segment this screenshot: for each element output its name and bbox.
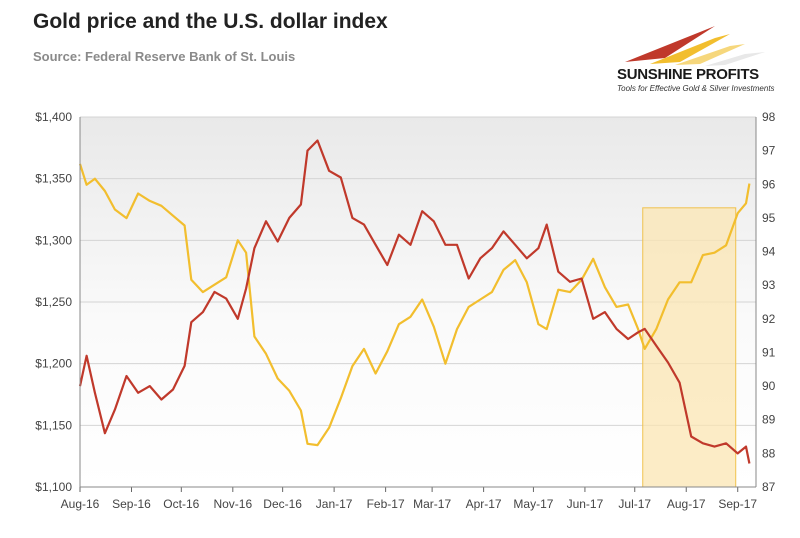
x-tick-label: Sep-16	[112, 497, 151, 511]
logo-brand: SUNSHINE PROFITS	[617, 66, 759, 83]
y-left-tick-label: $1,100	[35, 480, 72, 494]
x-tick-label: Jul-17	[618, 497, 651, 511]
dollar-index-line	[78, 139, 751, 464]
y-right-tick-label: 93	[762, 278, 776, 292]
chart-title: Gold price and the U.S. dollar index	[33, 10, 388, 33]
y-right-tick-label: 92	[762, 312, 776, 326]
x-tick-label: Nov-16	[213, 497, 252, 511]
x-tick-label: Sep-17	[718, 497, 757, 511]
axes-group: $1,400 $1,350 $1,300 $1,250 $1,200 $1,150 $1,1…	[35, 110, 775, 511]
y-left-tick-label: $1,250	[35, 295, 72, 309]
y-left-tick-label: $1,300	[35, 233, 72, 247]
x-tick-label: Oct-16	[163, 497, 199, 511]
y-right-tick-label: 96	[762, 177, 776, 191]
y-right-tick-label: 88	[762, 446, 776, 460]
x-tick-label: Mar-17	[413, 497, 451, 511]
y-right-tick-label: 91	[762, 345, 776, 359]
y-right-tick-label: 97	[762, 144, 776, 158]
y-right-tick-label: 89	[762, 413, 776, 427]
series-group	[78, 139, 751, 464]
x-tick-label: Jun-17	[567, 497, 604, 511]
source-note: Source: Federal Reserve Bank of St. Loui…	[33, 49, 296, 64]
sunshine-logo-icon	[625, 26, 765, 66]
y-right-tick-label: 94	[762, 245, 776, 259]
x-tick-label: Feb-17	[367, 497, 405, 511]
x-tick-label: Dec-16	[263, 497, 302, 511]
y-left-tick-label: $1,150	[35, 418, 72, 432]
x-tick-label: Apr-17	[466, 497, 502, 511]
y-right-tick-label: 87	[762, 480, 776, 494]
y-left-tick-label: $1,200	[35, 357, 72, 371]
y-right-tick-label: 90	[762, 379, 776, 393]
x-tick-label: Aug-17	[667, 497, 706, 511]
gold-price-line	[78, 163, 751, 447]
logo-tagline: Tools for Effective Gold & Silver Invest…	[617, 84, 775, 93]
x-tick-label: Aug-16	[61, 497, 100, 511]
y-left-tick-label: $1,400	[35, 110, 72, 124]
x-tick-label: Jan-17	[316, 497, 353, 511]
y-right-tick-label: 98	[762, 110, 776, 124]
y-left-tick-label: $1,350	[35, 172, 72, 186]
y-right-tick-label: 95	[762, 211, 776, 225]
x-tick-label: May-17	[513, 497, 553, 511]
